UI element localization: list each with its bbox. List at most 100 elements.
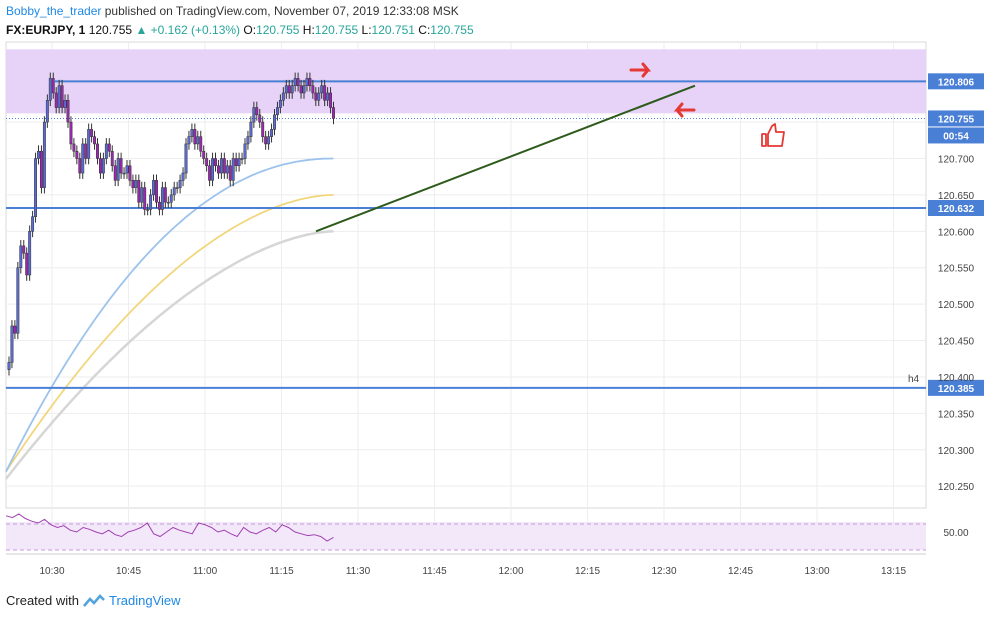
candle-body [290,85,294,94]
candle-body [42,121,46,188]
candle-body [196,136,200,145]
price-axis[interactable]: 120.806 120.632 120.385 120.755 00:54 120.250… [908,73,984,493]
level-tag-text: 120.385 [938,384,975,395]
level-tag [928,379,984,396]
candle-body [22,245,26,254]
candle-body [51,78,55,94]
candle-body [281,92,285,101]
candle-body [287,85,291,94]
candle-body [252,107,256,123]
arrow-left-icon [673,102,696,118]
candle-body [72,143,76,152]
current-price-text: 120.755 [938,114,975,125]
x-tick-label: 12:00 [498,566,523,577]
ma-fast-line [5,157,334,473]
candle-body [10,325,14,363]
candle-body [255,107,259,116]
plot-frame [5,41,927,509]
high-value: 120.755 [314,23,359,37]
x-tick-label: 10:45 [116,566,141,577]
symbol-label[interactable]: FX:EURJPY, 1 [6,23,86,37]
candle-body [131,180,135,188]
x-tick-label: 12:15 [575,566,600,577]
arrow-right-icon [629,62,652,78]
candle-body [31,216,35,232]
candle-body [149,194,153,210]
horizontal-levels[interactable] [6,80,926,389]
candle-body [211,158,215,181]
candle-body [28,231,32,276]
candle-body [81,143,85,174]
y-tick-label: 120.550 [938,264,975,275]
price-chart[interactable]: 50.00 120.806120.632120.385120.75500:541… [0,0,988,590]
candle-body [34,158,37,217]
candle-body [75,150,79,159]
close-label: C: [418,23,431,37]
candle-body [137,180,141,203]
open-value: 120.755 [256,23,300,37]
candle-body [181,172,185,181]
thumbs-up-shape [761,123,785,147]
candle-body [314,92,318,101]
time-axis[interactable]: 10:30 10:45 11:00 11:15 11:30 11:45 12:00 12:15… [6,553,926,577]
candle-body [228,165,232,181]
candle-body [320,85,324,94]
tradingview-brand[interactable]: TradingView [108,593,181,608]
author-name[interactable]: Bobby_the_trader [6,4,102,18]
candle-body [308,78,312,86]
candle-body [267,136,271,145]
candle-body [143,187,147,210]
rsi-band [6,522,926,550]
trendline-line[interactable] [315,84,696,233]
close-value: 120.755 [430,23,474,37]
candle-body [284,85,288,94]
x-tick-label: 11:30 [346,566,371,577]
candle-body [329,92,333,108]
candle-body [278,100,282,108]
candle-body [237,158,241,167]
candle-body [158,201,161,210]
candle-body [160,187,164,210]
candle-body [214,158,217,167]
candle-body [57,85,61,108]
candle-body [113,165,117,181]
level-tag [928,73,984,90]
thumbs-up-icon [761,123,785,147]
candlesticks [7,72,335,376]
candle-body [317,92,321,101]
y-tick-label: 120.500 [938,300,975,311]
candle-body [172,187,176,196]
annotation-arrows [629,62,696,118]
candle-body [104,143,108,159]
candle-body [219,158,223,174]
trendline[interactable] [315,84,696,233]
level-tag-text: 120.632 [938,204,975,215]
candle-body [258,114,262,123]
candle-body [45,100,49,123]
y-tick-label: 120.250 [938,482,975,493]
candle-body [96,143,99,159]
candle-body [25,252,29,276]
candle-body [13,325,17,334]
countdown-tag [928,127,984,144]
candle-body [90,129,94,137]
candle-body [305,78,309,86]
candle-body [37,150,40,159]
candle-body [78,158,82,174]
candle-body [134,180,138,188]
candle-body [152,180,156,196]
candle-body [261,121,265,137]
moving-averages [5,157,334,480]
candle-body [193,129,197,145]
high-label: H: [302,23,315,37]
y-tick-label: 120.700 [938,155,975,166]
footer: Created with TradingView [6,593,181,608]
candle-body [302,85,306,94]
level-tag-text: 120.806 [938,77,975,88]
candle-body [163,187,167,203]
candle-body [311,85,315,94]
current-price-tag [928,110,984,127]
low-label: L: [361,23,372,37]
candle-body [332,107,335,119]
x-tick-label: 12:30 [651,566,676,577]
